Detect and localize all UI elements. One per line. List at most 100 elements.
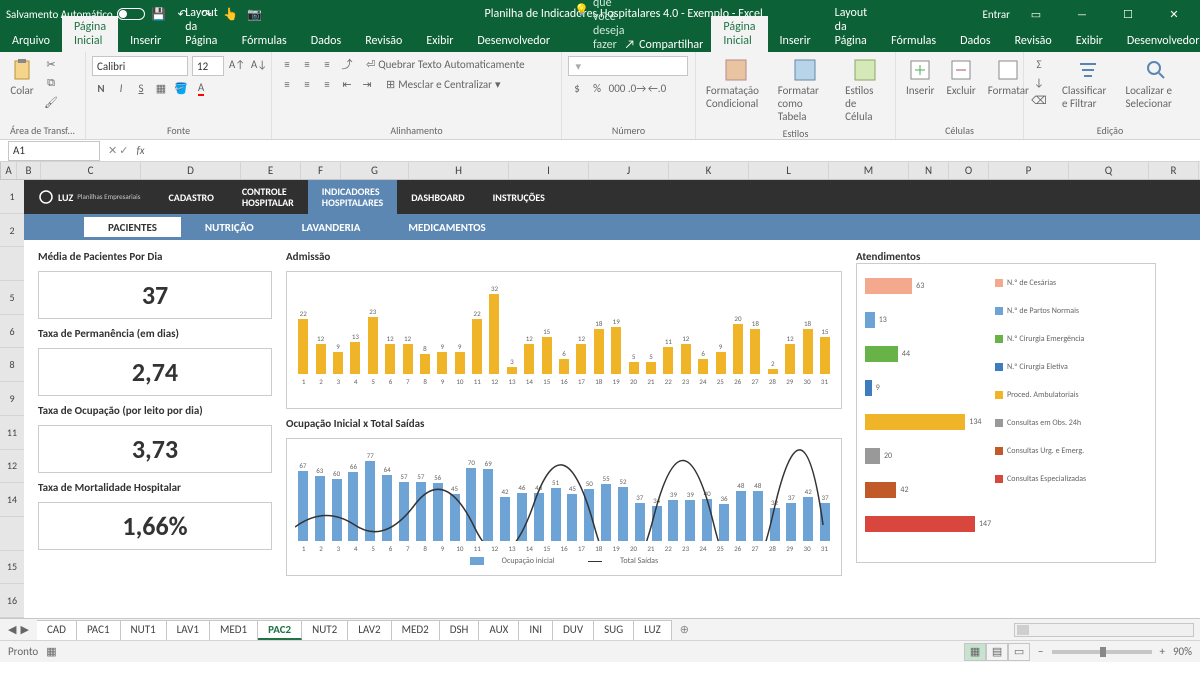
nav-tab[interactable]: DASHBOARD bbox=[397, 180, 478, 214]
column-header[interactable]: O bbox=[949, 162, 989, 179]
percent-icon[interactable]: % bbox=[588, 80, 606, 96]
column-header[interactable]: P bbox=[989, 162, 1069, 179]
nav-tab[interactable]: CADASTRO bbox=[154, 180, 227, 214]
ribbon-tab[interactable]: Inserir bbox=[768, 30, 823, 52]
fill-color-icon[interactable]: 🪣 bbox=[172, 80, 190, 96]
sheet-nav-next-icon[interactable]: ▶ bbox=[20, 623, 28, 636]
conditional-formatting-button[interactable]: Formatação Condicional bbox=[702, 56, 770, 112]
subnav-tab[interactable]: MEDICAMENTOS bbox=[384, 217, 509, 237]
nav-tab[interactable]: CONTROLEHOSPITALAR bbox=[228, 180, 308, 214]
page-break-view-icon[interactable]: ▭ bbox=[1008, 643, 1030, 661]
page-layout-view-icon[interactable]: ▤ bbox=[986, 643, 1008, 661]
sheet-tab[interactable]: DSH bbox=[440, 620, 480, 640]
format-painter-icon[interactable]: 🖌 bbox=[42, 94, 60, 110]
column-header[interactable]: J bbox=[589, 162, 669, 179]
subnav-tab[interactable]: LAVANDERIA bbox=[278, 217, 385, 237]
ribbon-options-icon[interactable]: ▭ bbox=[1016, 0, 1056, 28]
zoom-level[interactable]: 90% bbox=[1173, 645, 1192, 658]
sort-filter-button[interactable]: Classificar e Filtrar bbox=[1058, 56, 1118, 112]
ribbon-tab[interactable]: Página Inicial bbox=[711, 16, 767, 52]
ribbon-tab[interactable]: Layout da Página bbox=[823, 2, 880, 52]
column-header[interactable]: R bbox=[1149, 162, 1199, 179]
underline-icon[interactable]: S bbox=[132, 80, 150, 96]
camera-icon[interactable]: 📷 bbox=[245, 4, 265, 24]
shrink-font-icon[interactable]: A↓ bbox=[250, 56, 268, 72]
ribbon-tab[interactable]: Revisão bbox=[1003, 30, 1064, 52]
worksheet-content[interactable]: LUZ Planilhas Empresariais CADASTROCONTR… bbox=[24, 180, 1200, 618]
orientation-icon[interactable]: ⤴ bbox=[338, 56, 356, 72]
share-button[interactable]: ↗ Compartilhar bbox=[625, 38, 704, 52]
normal-view-icon[interactable]: ▦ bbox=[964, 643, 986, 661]
column-header[interactable]: H bbox=[409, 162, 509, 179]
sheet-tab[interactable]: MED1 bbox=[210, 620, 258, 640]
ribbon-tab[interactable]: Fórmulas bbox=[879, 30, 948, 52]
sheet-tab[interactable]: MED2 bbox=[392, 620, 440, 640]
sheet-tab[interactable]: NUT1 bbox=[121, 620, 167, 640]
row-header[interactable]: 9 bbox=[0, 382, 24, 416]
row-header[interactable]: 1 bbox=[0, 180, 24, 214]
clear-icon[interactable]: ⌫ bbox=[1030, 92, 1048, 108]
nav-tab[interactable]: INSTRUÇÕES bbox=[479, 180, 559, 214]
column-header[interactable]: L bbox=[749, 162, 829, 179]
decrease-indent-icon[interactable]: ⇤ bbox=[338, 76, 356, 92]
paste-button[interactable]: Colar bbox=[6, 56, 38, 99]
row-header[interactable]: 6 bbox=[0, 315, 24, 349]
format-as-table-button[interactable]: Formatar como Tabela bbox=[774, 56, 837, 125]
row-header[interactable]: 11 bbox=[0, 416, 24, 450]
font-color-icon[interactable]: A bbox=[192, 80, 210, 96]
row-header[interactable]: 16 bbox=[0, 584, 24, 618]
autosum-icon[interactable]: Σ bbox=[1030, 56, 1048, 72]
cancel-formula-icon[interactable]: ✕ bbox=[108, 144, 117, 157]
minimize-icon[interactable]: — bbox=[1062, 0, 1102, 28]
maximize-icon[interactable]: ☐ bbox=[1108, 0, 1148, 28]
row-header[interactable]: 5 bbox=[0, 281, 24, 315]
currency-icon[interactable]: $ bbox=[568, 80, 586, 96]
ribbon-tab[interactable]: Revisão bbox=[353, 30, 414, 52]
column-header[interactable]: M bbox=[829, 162, 909, 179]
font-name[interactable]: Calibri bbox=[92, 56, 188, 76]
column-header[interactable]: I bbox=[509, 162, 589, 179]
ribbon-tab[interactable]: Dados bbox=[299, 30, 353, 52]
cut-icon[interactable]: ✂ bbox=[42, 56, 60, 72]
column-header[interactable]: K bbox=[669, 162, 749, 179]
cell-styles-button[interactable]: Estilos de Célula bbox=[841, 56, 889, 125]
increase-decimal-icon[interactable]: .0→ bbox=[628, 80, 646, 96]
sheet-tab[interactable]: PAC2 bbox=[258, 620, 302, 640]
row-header[interactable]: 8 bbox=[0, 348, 24, 382]
save-icon[interactable]: 💾 bbox=[149, 4, 169, 24]
column-header[interactable]: N bbox=[909, 162, 949, 179]
sheet-tab[interactable]: INI bbox=[519, 620, 553, 640]
file-tab[interactable]: Arquivo bbox=[0, 30, 62, 52]
sheet-tab[interactable]: NUT2 bbox=[302, 620, 348, 640]
ribbon-tab[interactable]: Desenvolvedor bbox=[465, 30, 562, 52]
sheet-tab[interactable]: LUZ bbox=[634, 620, 672, 640]
sheet-tab[interactable]: AUX bbox=[479, 620, 519, 640]
ribbon-tab[interactable]: Dados bbox=[948, 30, 1002, 52]
merge-button[interactable]: ⊞ Mesclar e Centralizar ▾ bbox=[386, 78, 501, 91]
row-header[interactable]: 14 bbox=[0, 483, 24, 517]
align-left-icon[interactable]: ≡ bbox=[278, 76, 296, 92]
horizontal-scrollbar[interactable] bbox=[1014, 623, 1194, 637]
row-header[interactable] bbox=[0, 247, 24, 281]
enter-formula-icon[interactable]: ✓ bbox=[119, 144, 128, 157]
column-header[interactable]: E bbox=[241, 162, 301, 179]
tell-me[interactable]: 💡 Diga-me o que você deseja fazer bbox=[574, 0, 625, 52]
fx-icon[interactable]: fx bbox=[136, 144, 144, 157]
column-header[interactable]: A bbox=[1, 162, 17, 179]
ribbon-tab[interactable]: Inserir bbox=[118, 30, 173, 52]
ribbon-tab[interactable]: Desenvolvedor bbox=[1115, 30, 1200, 52]
insert-cells-button[interactable]: Inserir bbox=[902, 56, 939, 99]
sheet-tab[interactable]: LAV1 bbox=[167, 620, 210, 640]
row-header[interactable]: 2 bbox=[0, 214, 24, 248]
add-sheet-icon[interactable]: ⊕ bbox=[672, 621, 697, 638]
row-header[interactable]: 12 bbox=[0, 450, 24, 484]
comma-icon[interactable]: 000 bbox=[608, 80, 626, 96]
sheet-tab[interactable]: CAD bbox=[37, 620, 77, 640]
ribbon-tab[interactable]: Layout da Página bbox=[173, 2, 230, 52]
align-bottom-icon[interactable]: ≡ bbox=[318, 56, 336, 72]
align-middle-icon[interactable]: ≡ bbox=[298, 56, 316, 72]
grow-font-icon[interactable]: A↑ bbox=[228, 56, 246, 72]
align-right-icon[interactable]: ≡ bbox=[318, 76, 336, 92]
sheet-tab[interactable]: LAV2 bbox=[348, 620, 391, 640]
sheet-nav-prev-icon[interactable]: ◀ bbox=[8, 623, 16, 636]
